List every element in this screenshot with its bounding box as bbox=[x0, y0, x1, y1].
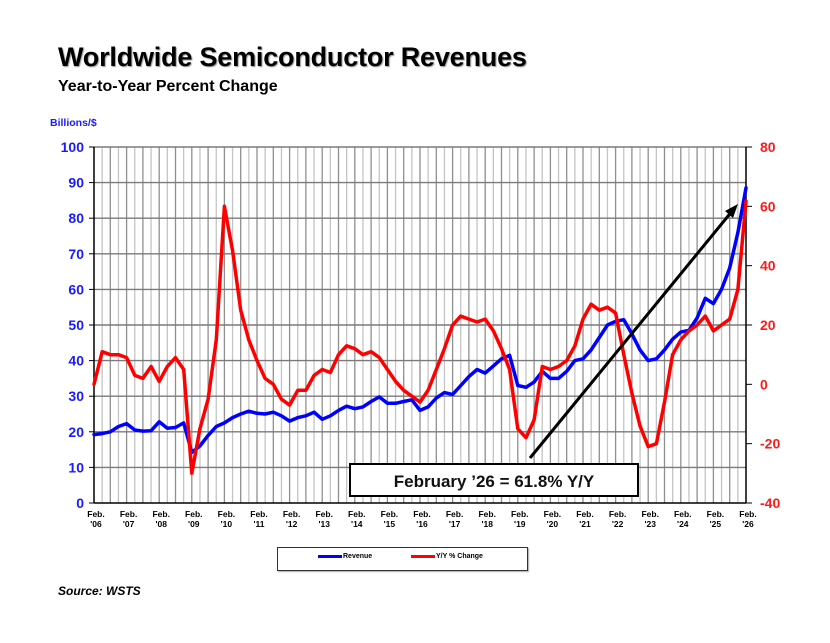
x-tick-label-year: '09 bbox=[188, 519, 200, 529]
right-axis-tick-label: 0 bbox=[760, 376, 768, 392]
legend-item-revenue: Revenue bbox=[318, 553, 372, 560]
left-axis-tick-label: 100 bbox=[61, 139, 85, 155]
x-tick-label-month: Feb. bbox=[87, 509, 104, 519]
annotation-box bbox=[349, 463, 639, 497]
left-axis-tick-label: 30 bbox=[68, 388, 84, 404]
x-tick-label-month: Feb. bbox=[218, 509, 235, 519]
x-tick-label-year: '08 bbox=[155, 519, 167, 529]
right-axis-tick-label: -40 bbox=[760, 495, 780, 511]
x-tick-label-year: '17 bbox=[449, 519, 461, 529]
legend: Revenue Y/Y % Change bbox=[277, 547, 528, 571]
left-axis-tick-label: 50 bbox=[68, 317, 84, 333]
x-tick-label-year: '24 bbox=[677, 519, 689, 529]
right-axis-tick-label: 60 bbox=[760, 198, 776, 214]
x-tick-label-month: Feb. bbox=[478, 509, 495, 519]
x-tick-label-month: Feb. bbox=[609, 509, 626, 519]
x-tick-label-month: Feb. bbox=[446, 509, 463, 519]
legend-swatch-revenue bbox=[318, 555, 342, 558]
x-tick-label-month: Feb. bbox=[641, 509, 658, 519]
x-tick-label-month: Feb. bbox=[283, 509, 300, 519]
right-axis-tick-label: 40 bbox=[760, 258, 776, 274]
x-tick-label-month: Feb. bbox=[707, 509, 724, 519]
x-tick-label-month: Feb. bbox=[544, 509, 561, 519]
x-tick-label-month: Feb. bbox=[152, 509, 169, 519]
legend-swatch-yoy bbox=[411, 555, 435, 558]
x-tick-label-year: '12 bbox=[286, 519, 298, 529]
annotation-group: February ’26 = 61.8% Y/Y bbox=[349, 463, 639, 497]
left-axis-tick-label: 0 bbox=[76, 495, 84, 511]
x-tick-label-year: '18 bbox=[481, 519, 493, 529]
left-axis-tick-label: 40 bbox=[68, 353, 84, 369]
left-axis-tick-label: 20 bbox=[68, 424, 84, 440]
x-tick-label-month: Feb. bbox=[511, 509, 528, 519]
legend-label-yoy: Y/Y % Change bbox=[436, 553, 483, 560]
x-tick-label-year: '26 bbox=[742, 519, 754, 529]
x-tick-label-month: Feb. bbox=[315, 509, 332, 519]
x-tick-label-year: '19 bbox=[514, 519, 526, 529]
x-tick-label-month: Feb. bbox=[185, 509, 202, 519]
legend-item-yoy: Y/Y % Change bbox=[411, 553, 483, 560]
x-tick-label-month: Feb. bbox=[739, 509, 756, 519]
right-axis-tick-label: 80 bbox=[760, 139, 776, 155]
left-axis-tick-label: 60 bbox=[68, 281, 84, 297]
x-tick-label-month: Feb. bbox=[674, 509, 691, 519]
x-tick-label-month: Feb. bbox=[381, 509, 398, 519]
x-tick-label-year: '11 bbox=[253, 519, 264, 529]
annotation-arrow-head bbox=[725, 204, 738, 218]
left-axis-tick-label: 10 bbox=[68, 459, 84, 475]
x-tick-label-year: '22 bbox=[612, 519, 624, 529]
left-axis-unit-label: Billions/$ bbox=[50, 117, 97, 129]
annotation-text: February ’26 = 61.8% Y/Y bbox=[394, 472, 595, 491]
x-tick-label-month: Feb. bbox=[576, 509, 593, 519]
x-tick-label-year: '20 bbox=[547, 519, 559, 529]
chart-subtitle: Year-to-Year Percent Change bbox=[58, 78, 278, 95]
legend-label-revenue: Revenue bbox=[343, 553, 373, 560]
series-group bbox=[92, 186, 748, 476]
x-tick-label-month: Feb. bbox=[250, 509, 267, 519]
axes: 0 10 20 30 40 50 60 70 80 90 100 -40 -20 0 20 40 60 80 Feb… bbox=[61, 139, 781, 529]
left-axis-tick-label: 80 bbox=[68, 210, 84, 226]
x-tick-label-year: '13 bbox=[318, 519, 330, 529]
x-tick-label-year: '15 bbox=[384, 519, 396, 529]
x-tick-label-year: '07 bbox=[123, 519, 135, 529]
right-axis-tick-label: -20 bbox=[760, 436, 780, 452]
annotation-arrow-shaft bbox=[528, 209, 735, 459]
x-tick-label-year: '25 bbox=[710, 519, 722, 529]
annotation-arrow bbox=[528, 204, 738, 459]
x-tick-label-year: '10 bbox=[221, 519, 233, 529]
chart-title: Worldwide Semiconductor Revenues bbox=[58, 42, 527, 72]
x-tick-label-month: Feb. bbox=[348, 509, 365, 519]
x-tick-label-month: Feb. bbox=[120, 509, 137, 519]
x-tick-label-year: '06 bbox=[90, 519, 102, 529]
right-axis-tick-label: 20 bbox=[760, 317, 776, 333]
x-tick-label-month: Feb. bbox=[413, 509, 430, 519]
x-tick-label-year: '23 bbox=[644, 519, 656, 529]
x-tick-label-year: '14 bbox=[351, 519, 363, 529]
left-axis-tick-label: 90 bbox=[68, 175, 84, 191]
left-axis-tick-label: 70 bbox=[68, 246, 84, 262]
x-tick-label-year: '21 bbox=[579, 519, 591, 529]
x-tick-label-year: '16 bbox=[416, 519, 428, 529]
source-note: Source: WSTS bbox=[58, 584, 141, 598]
grid bbox=[94, 146, 746, 503]
